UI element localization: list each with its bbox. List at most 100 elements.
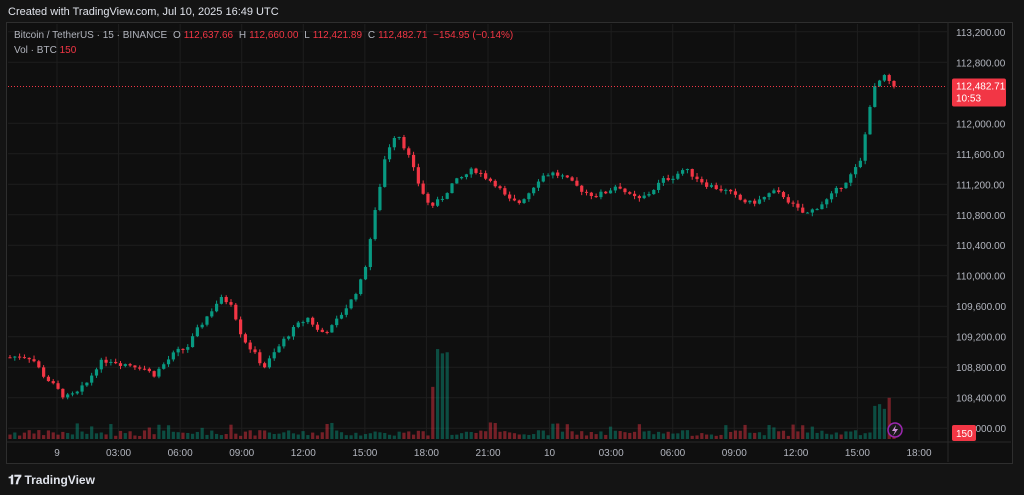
time-tick-label: 09:00 [229, 448, 254, 459]
candle-body [133, 365, 137, 368]
volume-bar [320, 432, 324, 439]
candle-body [301, 322, 305, 324]
candle-body [536, 181, 541, 188]
time-tick-label: 09:00 [722, 448, 747, 459]
candle-body [786, 197, 790, 203]
volume-bar [762, 435, 766, 439]
volume-badge-value: 150 [956, 429, 973, 440]
volume-bar [13, 432, 17, 439]
candle-body [287, 336, 291, 339]
volume-bar [844, 431, 848, 439]
candle-body [368, 239, 372, 268]
volume-bar [335, 430, 339, 439]
volume-bar [738, 430, 742, 439]
candle-body [190, 336, 195, 348]
candle-body [805, 212, 810, 214]
volume-bar [724, 425, 728, 439]
candle-body [613, 186, 617, 191]
volume-bar [580, 431, 584, 439]
candle-body [777, 190, 781, 193]
footer-bar [0, 466, 1024, 495]
candle-body [37, 361, 41, 368]
candle-body [109, 361, 113, 363]
candle-body [13, 356, 17, 358]
tradingview-brand[interactable]: 𝟏𝟕 TradingView [8, 472, 95, 488]
volume-bar [498, 431, 502, 439]
last-price-badge [952, 78, 1006, 107]
candle-body [282, 338, 286, 347]
volume-bar [378, 432, 382, 439]
volume-bar [210, 430, 214, 439]
price-tick-label: 108,800.00 [956, 363, 1006, 374]
candle-body [858, 160, 862, 168]
volume-bar [296, 434, 300, 439]
candle-body [517, 200, 521, 203]
chart-frame[interactable] [6, 22, 1013, 464]
volume-bar [56, 434, 60, 439]
volume-bar [796, 431, 800, 439]
candle-body [594, 196, 598, 198]
candle-body [709, 185, 714, 187]
candle-body [210, 311, 214, 317]
candle-body [94, 369, 99, 376]
candle-body [383, 159, 387, 187]
volume-bar [536, 430, 541, 439]
candle-body [834, 187, 838, 194]
volume-bar [354, 432, 358, 439]
candle-body [474, 168, 478, 173]
candle-body [815, 209, 819, 211]
candle-body [80, 385, 84, 392]
volume-bar [118, 430, 123, 439]
volume-bar [791, 424, 795, 439]
candle-body [729, 189, 733, 192]
volume-bar [685, 430, 690, 439]
volume-bar [325, 423, 329, 439]
time-tick-label: 06:00 [168, 448, 193, 459]
volume-bar [877, 404, 882, 439]
candle-body [753, 200, 757, 204]
candle-body [445, 193, 449, 199]
volume-bar [66, 433, 70, 439]
price-tick-label: 110,400.00 [956, 241, 1006, 252]
candle-body [508, 194, 512, 199]
candle-body [335, 318, 339, 326]
candle-body [738, 194, 742, 200]
candle-body [440, 198, 444, 200]
symbol-label[interactable]: Bitcoin / TetherUS · 15 · BINANCE [14, 30, 168, 41]
volume-bar [114, 435, 118, 439]
candle-body [435, 199, 440, 206]
candle-body [642, 195, 646, 199]
volume-bar [753, 432, 757, 439]
time-tick-label: 10 [544, 448, 556, 459]
candle-body [460, 177, 464, 179]
candle-body [479, 172, 483, 174]
candle-body [690, 169, 694, 177]
volume-bar [166, 425, 171, 439]
volume-bar [263, 430, 267, 439]
candle-body [488, 178, 493, 181]
volume-bar [522, 434, 526, 439]
candle-body [849, 174, 853, 183]
candle-body [556, 172, 560, 176]
candle-body [844, 182, 848, 189]
volume-bar [863, 433, 867, 439]
volume-bar [18, 435, 22, 439]
volume-bar [128, 431, 132, 439]
candle-body [421, 183, 425, 194]
volume-bar [666, 431, 670, 439]
volume-label[interactable]: Vol · BTC [14, 45, 57, 56]
volume-bar [815, 432, 819, 439]
candle-body [70, 393, 75, 395]
volume-bar [306, 435, 310, 439]
volume-bar [671, 433, 675, 439]
candle-body [892, 80, 896, 87]
volume-bar [402, 432, 406, 439]
volume-bar [503, 431, 507, 439]
volume-bar [733, 430, 738, 439]
volume-bar [8, 434, 12, 439]
candle-body [186, 347, 190, 350]
volume-bar [248, 430, 252, 439]
candle-body [205, 316, 209, 325]
candle-body [469, 168, 473, 175]
